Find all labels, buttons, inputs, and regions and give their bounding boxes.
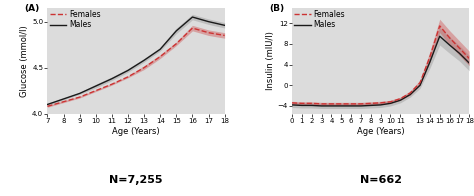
Males	[319, 105, 324, 107]
Males	[45, 103, 50, 106]
Legend: Females, Males: Females, Males	[293, 9, 346, 30]
Males	[190, 16, 195, 18]
Females	[456, 47, 462, 49]
Males	[427, 61, 433, 63]
Females	[93, 90, 99, 92]
Females	[45, 105, 50, 107]
Females	[157, 55, 163, 58]
Males	[309, 104, 315, 107]
X-axis label: Age (Years): Age (Years)	[357, 127, 404, 136]
Females	[190, 27, 195, 29]
Males	[109, 78, 115, 80]
Males	[398, 99, 403, 102]
Males	[299, 104, 305, 107]
Males	[348, 105, 354, 107]
Males	[417, 84, 423, 86]
Females	[378, 102, 383, 104]
Males	[358, 105, 364, 107]
Females	[299, 102, 305, 104]
Y-axis label: Glucose (mmol/l): Glucose (mmol/l)	[20, 25, 29, 97]
Females	[358, 103, 364, 105]
Females	[417, 82, 423, 84]
Females	[109, 83, 115, 85]
Females	[309, 102, 315, 104]
Legend: Females, Males: Females, Males	[49, 9, 101, 30]
Females	[407, 92, 413, 94]
Males	[289, 104, 295, 106]
Females	[125, 76, 131, 78]
Females	[348, 103, 354, 105]
Females	[447, 37, 452, 39]
Males	[206, 20, 211, 23]
Text: (B): (B)	[269, 4, 284, 13]
Males	[93, 85, 99, 87]
Males	[388, 102, 393, 104]
Line: Males: Males	[47, 17, 225, 104]
Males	[141, 59, 147, 62]
Males	[222, 24, 228, 26]
Females	[319, 103, 324, 105]
Males	[173, 30, 179, 32]
Females	[338, 103, 344, 105]
Females	[437, 25, 443, 27]
Males	[437, 35, 443, 37]
Males	[77, 92, 82, 95]
Females	[77, 96, 82, 98]
Females	[398, 98, 403, 100]
Males	[407, 93, 413, 96]
Females	[61, 101, 66, 103]
Females	[427, 56, 433, 58]
Females	[289, 102, 295, 104]
Text: N=7,255: N=7,255	[109, 175, 163, 185]
Males	[61, 98, 66, 100]
Line: Females: Females	[292, 26, 469, 104]
Text: N=662: N=662	[360, 175, 401, 185]
Text: (A): (A)	[24, 4, 40, 13]
Line: Males: Males	[292, 36, 469, 106]
X-axis label: Age (Years): Age (Years)	[112, 127, 160, 136]
Females	[141, 66, 147, 69]
Males	[447, 44, 452, 46]
Males	[125, 69, 131, 72]
Females	[466, 57, 472, 60]
Females	[368, 102, 374, 104]
Males	[338, 105, 344, 107]
Females	[206, 32, 211, 34]
Males	[328, 105, 334, 107]
Males	[157, 48, 163, 50]
Males	[466, 62, 472, 64]
Males	[378, 104, 383, 106]
Females	[222, 34, 228, 37]
Females	[388, 101, 393, 103]
Y-axis label: Insulin (mIU/l): Insulin (mIU/l)	[266, 31, 275, 90]
Males	[368, 104, 374, 107]
Females	[328, 103, 334, 105]
Line: Females: Females	[47, 28, 225, 106]
Males	[456, 52, 462, 54]
Females	[173, 43, 179, 45]
